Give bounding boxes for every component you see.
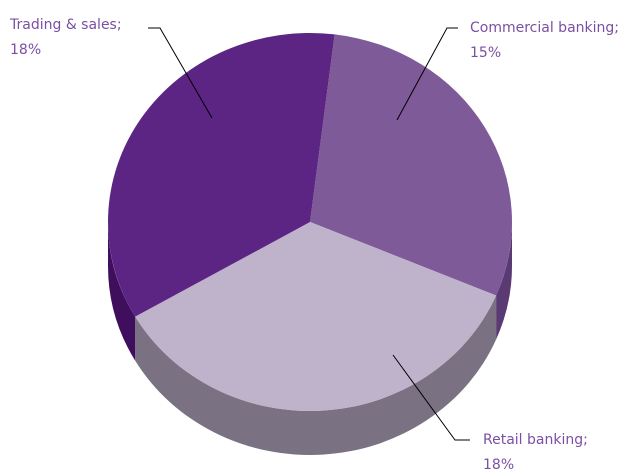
slice: [135, 222, 497, 411]
slice-side: [496, 222, 512, 340]
slice-label: Retail banking;: [483, 432, 588, 448]
slice-value-label: 18%: [483, 457, 514, 471]
slice-value-label: 18%: [10, 42, 41, 58]
slice-side: [108, 222, 136, 361]
leader-line: [396, 27, 458, 121]
slice-side: [135, 295, 497, 456]
leader-line: [148, 27, 213, 119]
leader-line: [392, 354, 470, 441]
slice-value-label: 15%: [470, 45, 501, 61]
slice-label: Trading & sales;: [9, 17, 122, 33]
slice: [108, 33, 335, 317]
slice: [310, 34, 512, 296]
slice-label: Commercial banking;: [470, 20, 619, 36]
